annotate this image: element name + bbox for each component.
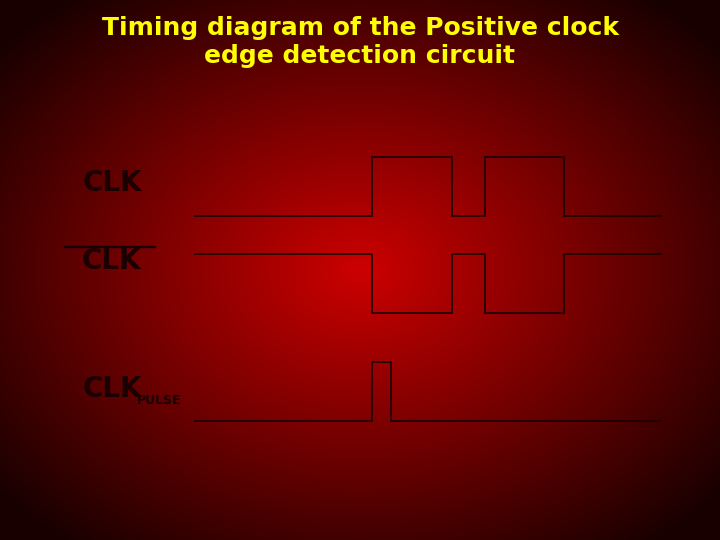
Text: CLK: CLK bbox=[83, 170, 143, 197]
Text: PULSE: PULSE bbox=[137, 394, 181, 407]
Text: Timing diagram of the Positive clock
edge detection circuit: Timing diagram of the Positive clock edg… bbox=[102, 16, 618, 68]
Text: CLK: CLK bbox=[83, 375, 143, 402]
Text: CLK: CLK bbox=[82, 247, 141, 275]
